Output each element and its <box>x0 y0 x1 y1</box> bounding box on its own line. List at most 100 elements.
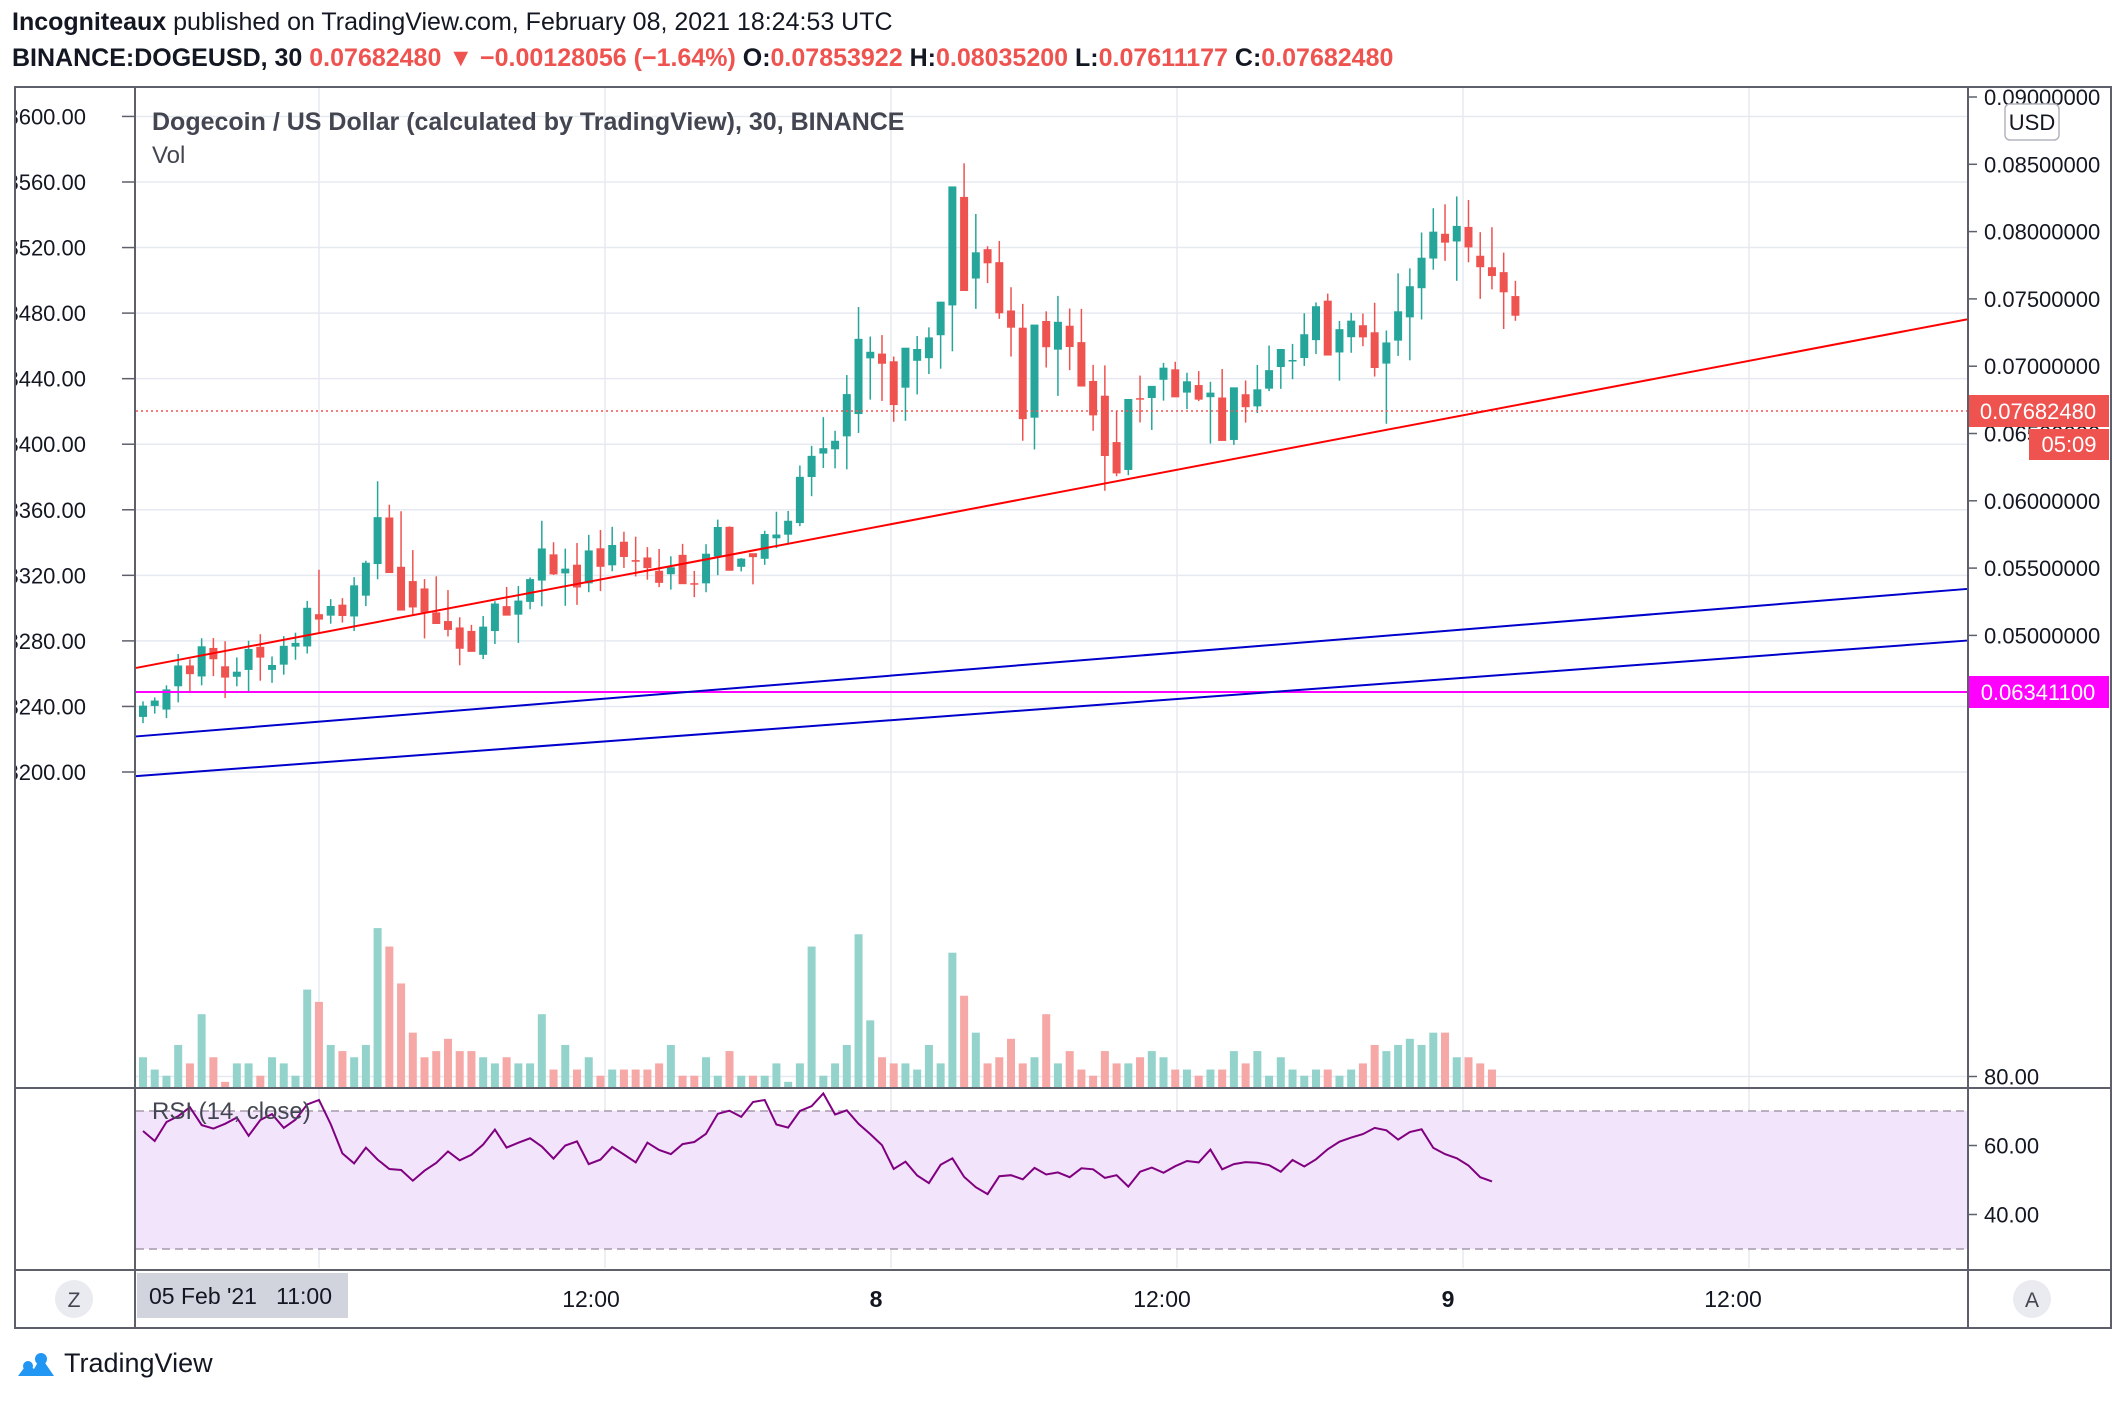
candle-body <box>139 705 147 717</box>
volume-bar <box>561 1044 570 1088</box>
candle-body <box>467 630 476 652</box>
volume-bar <box>702 1057 711 1088</box>
candle <box>490 601 499 645</box>
volume-bar <box>877 1057 886 1088</box>
candle-body <box>877 353 886 364</box>
left-axis-tick: 3440.00 <box>16 367 86 392</box>
candle-body <box>279 645 288 665</box>
right-price-axis[interactable]: 0.090000000.085000000.080000000.07500000… <box>1969 85 2100 648</box>
candle <box>643 547 652 580</box>
volume-bar <box>772 1063 781 1088</box>
candle <box>1018 303 1027 441</box>
candle <box>549 542 558 576</box>
volume-bar <box>737 1075 746 1088</box>
candle-body <box>1018 327 1027 420</box>
candle <box>748 553 757 585</box>
candle <box>1147 385 1156 430</box>
volume-bar <box>748 1075 757 1088</box>
candle <box>1464 200 1473 263</box>
currency-button[interactable]: USD <box>2004 103 2060 141</box>
candle-body <box>1276 349 1285 368</box>
left-axis-bg <box>16 88 134 1088</box>
candle-body <box>221 666 230 678</box>
volume-bar <box>526 1063 535 1088</box>
volume-bar <box>185 1063 194 1088</box>
volume-bar <box>443 1038 452 1088</box>
time-tooltip: 05 Feb '21 11:00 <box>137 1273 348 1318</box>
candle-body <box>842 394 851 437</box>
candle <box>1335 320 1344 381</box>
candle <box>1077 308 1086 387</box>
candle-body <box>807 455 816 477</box>
candle-body <box>1077 342 1086 387</box>
candle-body <box>526 579 535 602</box>
candle-body <box>490 603 499 632</box>
candle-body <box>1171 369 1180 398</box>
open-label: O: <box>742 44 771 72</box>
volume-bar <box>268 1057 277 1088</box>
left-price-axis[interactable]: 3600.00 3560.00 3520.00 3480.00 3440.00 3400.… <box>6 104 134 785</box>
volume-bar <box>631 1069 640 1088</box>
volume-bar <box>971 1032 980 1088</box>
candle-body <box>889 361 898 406</box>
left-axis-tick: 3280.00 <box>16 629 86 654</box>
candle <box>361 560 370 607</box>
candlestick-chart[interactable]: 3600.00 3560.00 3520.00 3480.00 3440.00 3400.… <box>6 85 2110 1327</box>
candle-body <box>162 689 171 710</box>
candle-body <box>268 664 277 670</box>
candle <box>1112 410 1121 477</box>
candle-body <box>596 548 605 567</box>
auto-scale-button[interactable]: A <box>2013 1280 2051 1318</box>
right-axis-tick: 0.05500000 <box>1984 556 2100 581</box>
candle <box>1171 361 1180 398</box>
candle <box>1441 204 1450 261</box>
candle-body <box>702 553 711 584</box>
candle-body <box>619 541 628 557</box>
candle-body <box>655 570 664 583</box>
volume-bars <box>139 928 1496 1088</box>
rsi-axis[interactable]: 80.00 60.00 40.00 <box>1969 1065 2039 1228</box>
tradingview-logo[interactable]: TradingView <box>14 1348 213 1379</box>
candle-body <box>1206 392 1215 398</box>
candle-body <box>1358 325 1367 338</box>
candle-body <box>1112 442 1121 474</box>
candle <box>877 335 886 401</box>
volume-bar <box>420 1057 429 1088</box>
volume-bar <box>889 1063 898 1088</box>
candle-body <box>866 351 875 359</box>
publish-text: published on TradingView.com, February 0… <box>173 8 893 36</box>
time-tooltip-text: 05 Feb '21 11:00 <box>149 1283 332 1309</box>
volume-bar <box>1335 1075 1344 1088</box>
left-axis-tick: 3240.00 <box>16 694 86 719</box>
volume-bar <box>1206 1069 1215 1088</box>
volume-bar <box>467 1051 476 1088</box>
candle-body <box>549 554 558 575</box>
volume-bar <box>1253 1051 1262 1088</box>
z-button[interactable]: Z <box>55 1280 93 1318</box>
candle <box>608 526 617 572</box>
left-axis-tick: 3400.00 <box>16 432 86 457</box>
candle <box>1394 273 1403 356</box>
low-value: 0.07611177 <box>1098 44 1228 72</box>
candle <box>1030 324 1039 450</box>
volume-bar <box>831 1063 840 1088</box>
candle-body <box>1288 359 1297 362</box>
volume-bar <box>995 1057 1004 1088</box>
candle <box>713 519 722 576</box>
candle-body <box>385 517 394 574</box>
time-axis[interactable]: 12:00 8 12:00 9 12:00 <box>562 1286 1762 1312</box>
chart-frame[interactable]: 3600.00 3560.00 3520.00 3480.00 3440.00 3400.… <box>6 85 2112 1329</box>
volume-bar <box>1276 1057 1285 1088</box>
volume-bar <box>361 1044 370 1088</box>
volume-bar <box>948 952 957 1088</box>
candle <box>1347 312 1356 353</box>
volume-bar <box>584 1057 593 1088</box>
time-axis-tick: 9 <box>1442 1286 1455 1312</box>
trend-lines[interactable] <box>135 318 1968 778</box>
candle-body <box>1382 342 1391 364</box>
candle-body <box>936 301 945 336</box>
volume-bar <box>1288 1069 1297 1088</box>
candle <box>596 529 605 592</box>
author-name[interactable]: Incogniteaux <box>12 8 167 36</box>
volume-bar <box>666 1044 675 1088</box>
